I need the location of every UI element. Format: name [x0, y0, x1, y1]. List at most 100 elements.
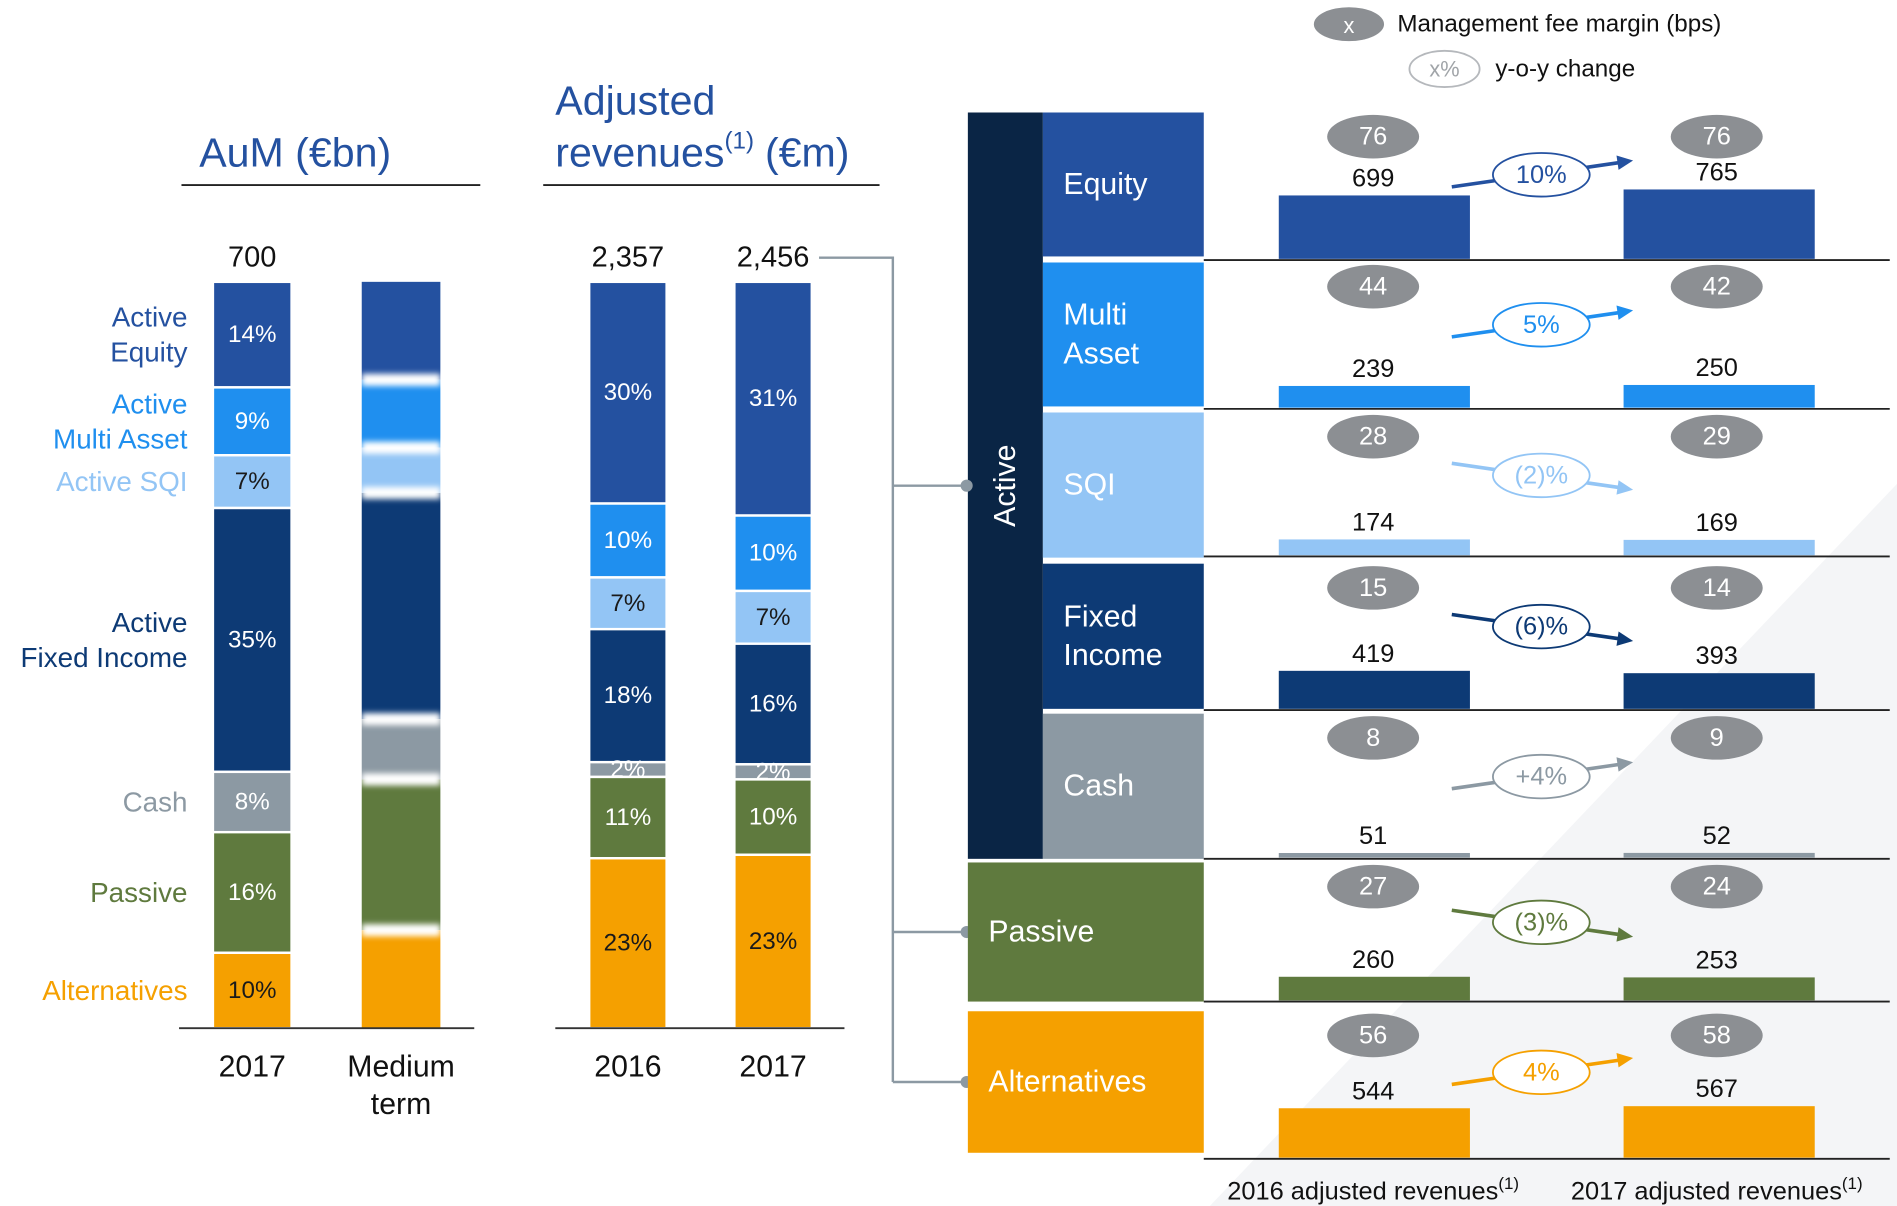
revenue-label: 765	[1696, 159, 1738, 187]
category-label: Equity	[110, 337, 187, 368]
bar-total: 700	[228, 242, 276, 274]
revenue-bar	[1623, 673, 1815, 709]
segment-blur	[361, 373, 441, 386]
revenue-bar	[1623, 384, 1815, 408]
bar-segment	[733, 280, 813, 517]
margin-label: 15	[1359, 574, 1387, 602]
change-badge	[1492, 452, 1591, 499]
margin-label: 28	[1359, 423, 1387, 451]
margin-label: 44	[1359, 273, 1387, 301]
change-label: +4%	[1516, 763, 1568, 791]
margin-badge	[1327, 264, 1420, 309]
revenue-bar	[1623, 1106, 1815, 1158]
bar-total: 2,357	[592, 242, 665, 274]
margin-legend-badge	[1313, 7, 1385, 42]
revenue-label: 250	[1696, 354, 1738, 382]
margin-label: 76	[1359, 123, 1387, 151]
category-box	[1042, 262, 1204, 407]
row-label: Equity	[1063, 168, 1148, 201]
change-label: (6)%	[1515, 613, 1569, 641]
aum-title: AuM (€bn)	[199, 129, 391, 175]
change-legend-badge	[1408, 49, 1481, 89]
segment-label: 7%	[610, 590, 645, 617]
period-text: 2016 adjusted revenues	[1227, 1177, 1498, 1205]
row-label: Alternatives	[988, 1066, 1146, 1099]
margin-badge	[1327, 864, 1420, 909]
category-box	[967, 1011, 1204, 1153]
margin-label: 24	[1703, 873, 1731, 901]
group-box	[967, 112, 1043, 859]
segment-blur	[361, 773, 441, 786]
revenue-bar	[1623, 539, 1815, 556]
change-arrowhead	[1616, 1053, 1634, 1068]
bar-segment	[587, 857, 668, 1030]
margin-badge	[1670, 414, 1763, 459]
bar-segment	[587, 627, 668, 764]
change-arrowhead	[1616, 155, 1634, 170]
change-badge	[1492, 603, 1591, 650]
segment-label: 23%	[749, 928, 797, 955]
row-label: Cash	[1063, 770, 1134, 803]
change-legend-label: y-o-y change	[1495, 55, 1635, 82]
change-label: (3)%	[1515, 908, 1569, 936]
margin-label: 56	[1359, 1021, 1387, 1049]
revenue-bar	[1623, 977, 1815, 1001]
margin-label: 29	[1703, 423, 1731, 451]
background-shape	[1209, 483, 1897, 1206]
segment-label: 18%	[604, 682, 652, 709]
bar-segment	[211, 280, 293, 389]
margin-badge	[1327, 114, 1420, 159]
revenue-bar	[1623, 852, 1815, 858]
revenue-label: 51	[1359, 822, 1387, 850]
revenue-bar	[1278, 195, 1470, 259]
margin-badge	[1670, 864, 1763, 909]
revenue-title-line: Adjusted	[555, 77, 715, 123]
revenue-bar	[1278, 670, 1470, 709]
change-arrowhead	[1616, 757, 1634, 772]
margin-badge	[1327, 1013, 1420, 1058]
revenue-label: 253	[1696, 946, 1738, 974]
bar-segment	[361, 719, 441, 780]
x-tick-label: term	[371, 1088, 431, 1121]
revenue-label: 567	[1696, 1075, 1738, 1103]
row-label: Asset	[1063, 337, 1139, 370]
segment-label: 8%	[235, 789, 270, 816]
revenue-label: 393	[1696, 642, 1738, 670]
category-box	[1042, 563, 1204, 709]
segment-label: 10%	[749, 540, 797, 567]
revenue-bar	[1278, 539, 1470, 556]
bar-segment	[733, 642, 813, 766]
segment-label: 16%	[228, 879, 276, 906]
change-label: 5%	[1523, 311, 1560, 339]
segment-label: 9%	[235, 408, 270, 435]
x-tick-label: 2017	[219, 1050, 286, 1083]
segment-label: 11%	[605, 804, 652, 831]
margin-badge	[1670, 566, 1763, 610]
bar-segment	[361, 447, 441, 493]
category-label: Active SQI	[56, 466, 187, 497]
segment-label: 14%	[228, 321, 276, 348]
bar-segment	[361, 930, 441, 1029]
revenue-label: 419	[1352, 640, 1394, 668]
margin-label: 42	[1703, 273, 1731, 301]
category-box	[967, 862, 1204, 1002]
x-tick-label: 2016	[594, 1050, 661, 1083]
revenue-label: 239	[1352, 355, 1394, 383]
bar-segment	[361, 779, 441, 931]
period-note: (1)	[1498, 1174, 1519, 1193]
revenue-title-unit: (€m)	[765, 129, 850, 175]
revenue-bar	[1278, 853, 1470, 858]
margin-badge	[1670, 114, 1763, 159]
category-box	[1042, 112, 1204, 257]
margin-badge	[1670, 264, 1763, 309]
segment-label: 16%	[749, 691, 797, 718]
category-box	[1042, 412, 1204, 558]
revenue-title: revenues(1) (€m)	[555, 127, 849, 176]
connector-dot	[960, 479, 973, 492]
change-badge	[1492, 1049, 1591, 1096]
margin-badge	[1670, 716, 1763, 760]
segment-blur	[361, 924, 441, 937]
segment-label: 7%	[756, 604, 791, 631]
bar-segment	[733, 853, 813, 1030]
